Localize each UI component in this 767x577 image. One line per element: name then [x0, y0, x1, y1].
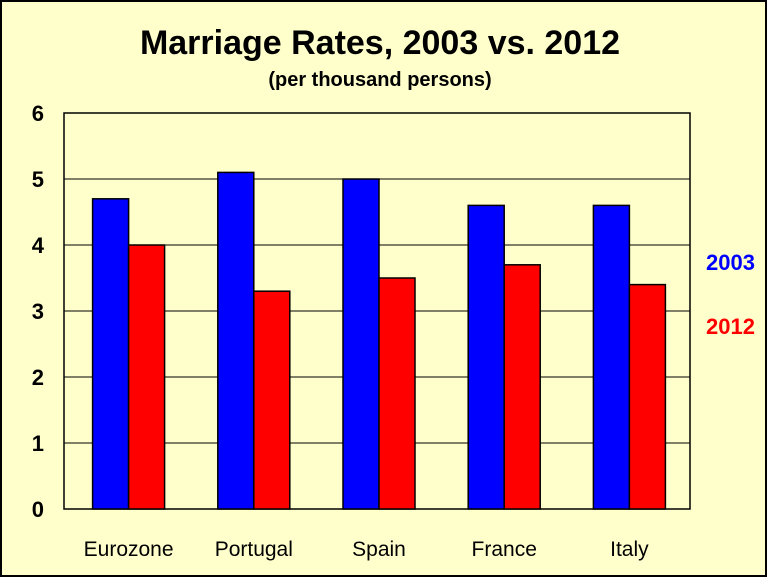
x-tick-label: France — [472, 538, 537, 561]
x-tick-label: Portugal — [215, 538, 293, 561]
x-tick-label: Italy — [610, 538, 649, 561]
bar-2003-france — [467, 204, 505, 510]
y-axis-ticks: 0 1 2 3 4 5 6 — [32, 101, 45, 522]
bar-2012-france — [503, 264, 541, 510]
bars — [91, 171, 667, 510]
bar-2003-eurozone — [91, 198, 130, 510]
y-tick-label: 4 — [32, 233, 45, 258]
chart-subtitle: (per thousand persons) — [268, 69, 491, 91]
x-tick-label: Spain — [352, 538, 406, 561]
y-tick-label: 5 — [32, 167, 44, 192]
x-tick-label: Eurozone — [84, 538, 174, 561]
bar-2003-portugal — [217, 171, 255, 510]
bar-2012-italy — [628, 283, 667, 510]
bar-2003-italy — [592, 204, 631, 510]
bar-2012-eurozone — [127, 244, 166, 510]
legend: 2003 2012 — [706, 250, 755, 339]
bar-2003-spain — [342, 178, 380, 510]
y-tick-label: 0 — [32, 497, 44, 522]
x-axis-ticks: Eurozone Portugal Spain France Italy — [84, 538, 650, 561]
y-tick-label: 3 — [32, 299, 44, 324]
legend-entry-2012: 2012 — [706, 314, 755, 339]
legend-entry-2003: 2003 — [706, 250, 755, 275]
bar-2012-portugal — [253, 290, 291, 510]
chart-title: Marriage Rates, 2003 vs. 2012 — [140, 24, 620, 62]
y-tick-label: 2 — [32, 365, 44, 390]
y-tick-label: 1 — [32, 431, 44, 456]
bar-2012-spain — [378, 277, 416, 510]
y-tick-label: 6 — [32, 101, 44, 126]
